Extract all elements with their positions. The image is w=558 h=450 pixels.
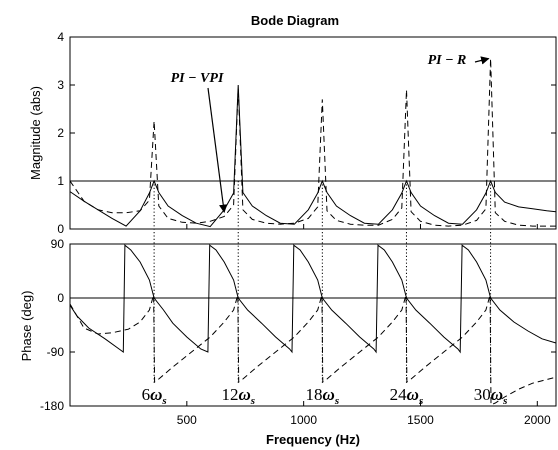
phase-y-axis-label: Phase (deg): [19, 291, 34, 362]
x-tick-label: 2000: [524, 413, 551, 427]
magnitude-y-tick-label: 4: [57, 30, 64, 44]
magnitude-y-tick-label: 0: [57, 222, 64, 236]
magnitude-plot-frame: [69, 36, 557, 230]
phase-plot-frame: [69, 243, 557, 407]
resonance-label: 6ωs: [142, 385, 167, 407]
resonance-label: 12ωs: [221, 385, 255, 407]
annotation-pi-vpi-label: PI − VPI: [171, 71, 224, 86]
annotation-pi-r-arrow: [474, 56, 490, 65]
resonance-labels: 6ωs 12ωs 18ωs 24ωs 30ωs: [142, 385, 508, 407]
x-tick-label: 500: [177, 413, 197, 427]
resonance-label: 18ωs: [306, 385, 340, 407]
resonance-label: 24ωs: [390, 385, 424, 407]
resonance-label: 30ωs: [474, 385, 508, 407]
phase-y-tick-label: 90: [51, 237, 65, 251]
annotation-pi-r-label: PI − R: [428, 53, 467, 68]
x-axis-ticks: 500 1000 1500 2000: [177, 224, 551, 427]
phase-y-tick-label: -180: [40, 399, 64, 413]
magnitude-series-pi-vpi: [69, 84, 557, 228]
phase-y-tick-label: 0: [57, 291, 64, 305]
magnitude-y-axis-label: Magnitude (abs): [28, 86, 43, 180]
magnitude-y-tick-label: 3: [57, 78, 64, 92]
phase-series: [69, 244, 557, 406]
annotation-pi-vpi: PI − VPI: [171, 71, 228, 214]
magnitude-y-tick-label: 1: [57, 174, 64, 188]
x-tick-label: 1500: [407, 413, 434, 427]
resonance-markers: [153, 181, 492, 384]
phase-y-tick-label: -90: [47, 345, 65, 359]
magnitude-panel: 0 1 2 3 4 Magnitude (abs): [28, 30, 557, 236]
phase-panel: 90 0 -90 -180 Phase (deg): [19, 237, 557, 413]
phase-y-ticks: 90 0 -90 -180: [40, 237, 556, 413]
x-axis-label: Frequency (Hz): [266, 432, 360, 447]
magnitude-y-tick-label: 2: [57, 126, 64, 140]
annotation-pi-vpi-arrow: [207, 87, 228, 214]
chart-title: Bode Diagram: [251, 13, 339, 28]
annotation-pi-r: PI − R: [428, 53, 490, 68]
phase-series-pi-vpi: [69, 244, 557, 354]
magnitude-y-ticks: 0 1 2 3 4: [57, 30, 556, 236]
magnitude-series: [69, 58, 557, 228]
x-tick-label: 1000: [290, 413, 317, 427]
